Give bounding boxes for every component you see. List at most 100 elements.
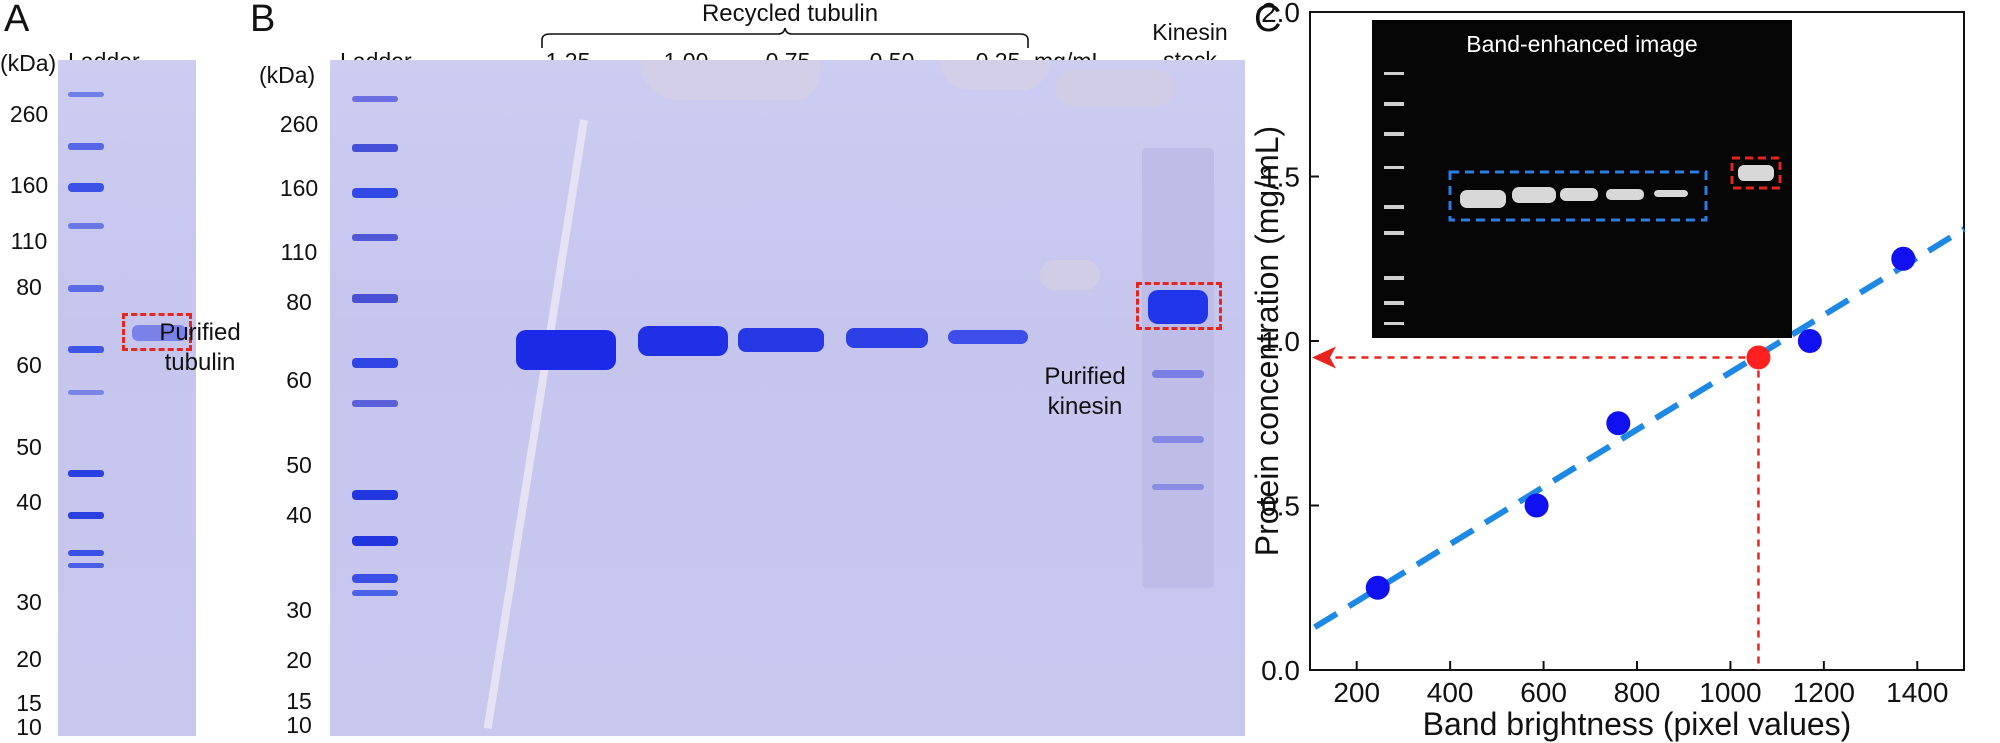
marker-label: 20: [16, 646, 42, 672]
inset-band: [1738, 165, 1774, 181]
ladder-band: [352, 144, 398, 152]
marker-label: 10: [16, 714, 42, 740]
ladder-band: [68, 285, 104, 292]
kinesin-band: [1148, 290, 1208, 324]
x-axis-label: Band brightness (pixel values): [1423, 706, 1852, 742]
ladder-band: [352, 590, 398, 596]
inset-band: [1512, 187, 1556, 203]
marker-label: 60: [16, 352, 42, 378]
marker-label: 40: [286, 502, 312, 528]
data-point: [1524, 493, 1549, 518]
x-tick-label: 1400: [1886, 677, 1948, 708]
x-tick-label: 200: [1333, 677, 1380, 708]
inset-band: [1606, 189, 1644, 200]
gel-smudge: [940, 60, 1050, 90]
inset-background: [1372, 20, 1792, 338]
group-bracket: [541, 28, 1029, 48]
y-tick-label: 0.0: [1261, 655, 1300, 686]
marker-label: 160: [279, 175, 319, 201]
fit-line: [1313, 226, 1966, 630]
marker-label: 15: [286, 688, 312, 714]
kda-label-a: (kDa): [0, 50, 57, 76]
data-point: [1891, 246, 1916, 271]
marker-label: 80: [16, 274, 42, 300]
tubulin-band: [638, 326, 728, 356]
ladder-band: [352, 358, 398, 368]
marker-label: 30: [16, 589, 42, 615]
x-tick-label: 400: [1427, 677, 1474, 708]
inset-ladder-band: [1384, 205, 1404, 209]
ladder-band: [68, 512, 104, 519]
ladder-band: [352, 96, 398, 102]
inset-band: [1460, 190, 1506, 208]
x-tick-label: 1200: [1793, 677, 1855, 708]
ladder-band: [68, 563, 104, 568]
kinesin-minor-band: [1152, 484, 1204, 490]
kinesin-minor-band: [1152, 436, 1204, 443]
y-axis-label: Protein concentration (mg/mL): [1249, 126, 1285, 556]
y-tick-label: 1.0: [1261, 326, 1300, 357]
ladder-band: [68, 550, 104, 556]
marker-label: 20: [286, 647, 312, 673]
reference-arrowhead: [1312, 346, 1336, 369]
ladder-band: [352, 234, 398, 241]
gel-smudge: [1040, 260, 1100, 290]
group-label-recycled-tubulin: Recycled tubulin: [701, 0, 879, 27]
ladder-band: [352, 400, 398, 407]
marker-label: 110: [10, 228, 48, 254]
annotation-purified-kinesin: Purified kinesin: [1030, 362, 1140, 422]
marker-label: 260: [9, 101, 49, 127]
marker-label: 60: [286, 367, 312, 393]
inset-ladder-band: [1384, 102, 1404, 106]
inset-bands: [1460, 165, 1774, 208]
marker-label: 110: [280, 239, 318, 265]
ladder-band: [352, 490, 398, 500]
inset-band: [1654, 190, 1688, 197]
gel-smudge: [640, 60, 820, 100]
ladder-band: [352, 536, 398, 546]
tubulin-band: [516, 330, 616, 370]
panel-letter-b: B: [250, 0, 276, 40]
inset-title: Band-enhanced image: [1466, 31, 1697, 57]
data-point-highlight: [1746, 345, 1771, 370]
inset-ladder-band: [1384, 166, 1404, 169]
marker-label: 10: [286, 712, 312, 738]
marker-label: 40: [16, 489, 42, 515]
y-tick-label: 0.5: [1261, 491, 1300, 522]
ladder-band: [352, 294, 398, 303]
annotation-line: tubulin: [164, 349, 236, 376]
highlight-box-tubulin: [122, 313, 192, 351]
x-tick-label: 1000: [1699, 677, 1761, 708]
marker-label: 160: [9, 172, 49, 198]
marker-label: 50: [286, 452, 312, 478]
inset-band: [1560, 188, 1598, 201]
inset-ladder-band: [1384, 322, 1404, 325]
x-tick-label: 800: [1614, 677, 1661, 708]
y-tick-label: 2.0: [1261, 0, 1300, 28]
annotation-purified-tubulin: Purified tubulin: [150, 318, 250, 378]
y-tick-label: 1.5: [1261, 162, 1300, 193]
inset-ladder-band: [1384, 132, 1404, 136]
kinesin-lane: [1142, 148, 1214, 588]
inset-highlight-blue: [1448, 170, 1708, 222]
inset-ladder-band: [1384, 301, 1404, 305]
ladder-band: [68, 183, 104, 192]
marker-label: 30: [286, 597, 312, 623]
annotation-line: Purified: [159, 319, 241, 346]
data-point: [1365, 575, 1390, 600]
kinesin-minor-band: [1152, 370, 1204, 378]
ladder-band: [68, 470, 104, 477]
stock-label-line: Kinesin: [1152, 19, 1228, 45]
gel-a: [58, 60, 196, 736]
marker-label: 80: [286, 289, 312, 315]
marker-label: 260: [279, 111, 319, 137]
ladder-band: [68, 92, 104, 97]
band-enhanced-inset: Band-enhanced image: [1372, 20, 1792, 338]
x-tick-label: 600: [1520, 677, 1567, 708]
ladder-band: [352, 574, 398, 583]
inset-ladder-band: [1384, 231, 1404, 235]
inset-ladder-band: [1384, 72, 1404, 75]
marker-label: 15: [16, 690, 42, 716]
annotation-line: kinesin: [1047, 393, 1123, 420]
